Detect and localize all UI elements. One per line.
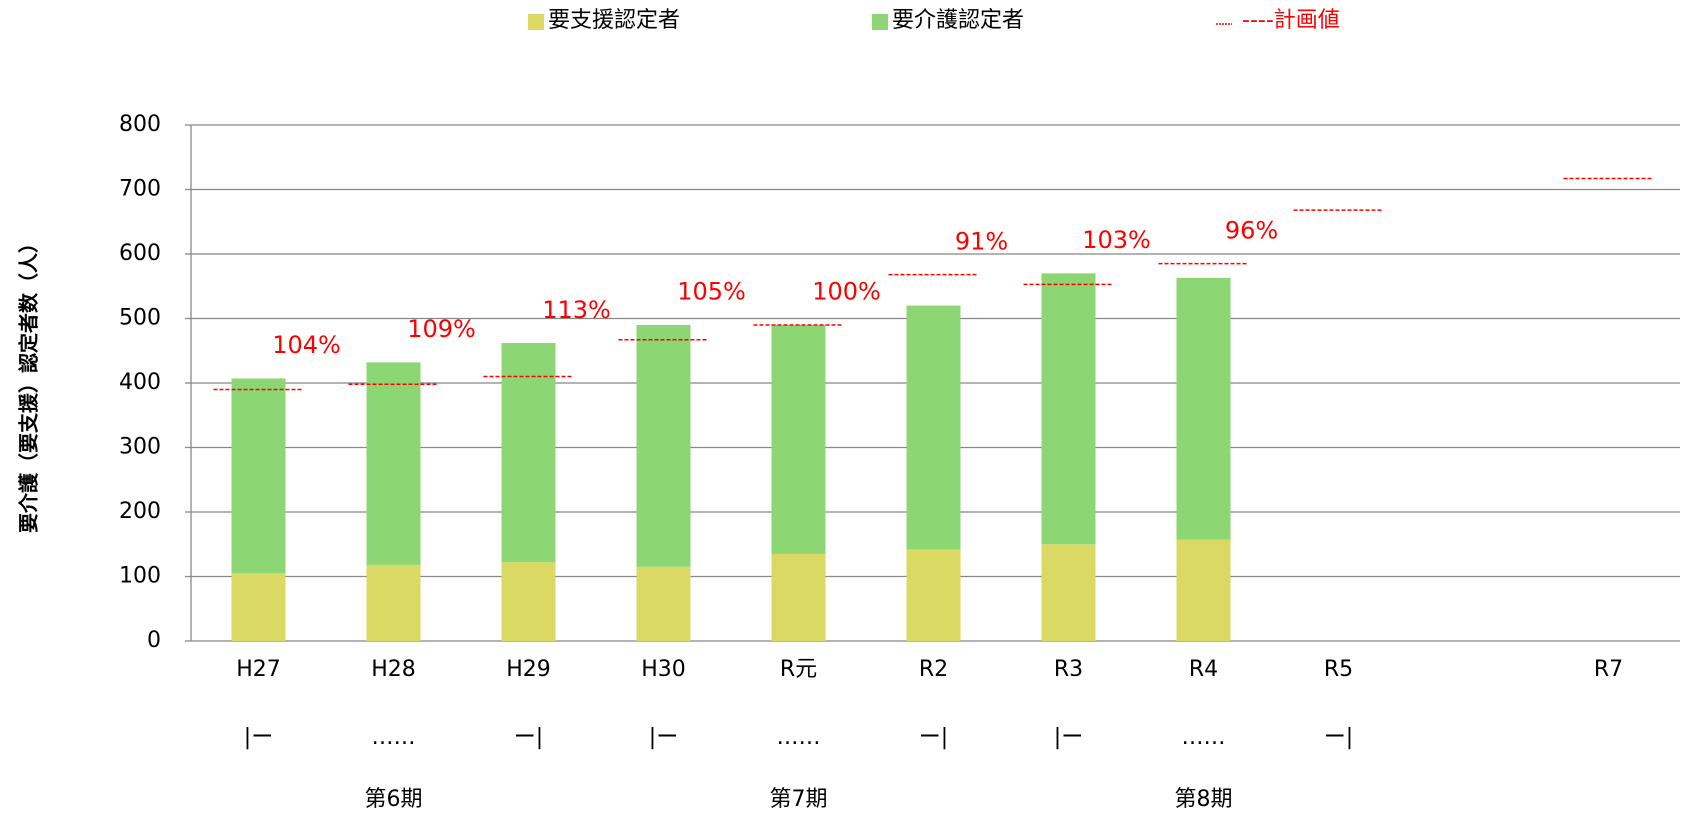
bar-segment: [636, 324, 691, 567]
bar-segment: [906, 549, 961, 641]
x-tick-label: R2: [919, 657, 948, 682]
ratio-label: 103%: [1082, 226, 1151, 254]
bar-segment: [501, 343, 556, 563]
ratio-label: 109%: [407, 315, 476, 343]
ratio-label: 105%: [677, 278, 746, 306]
bar-segment: [1041, 273, 1096, 545]
y-tick-label: 800: [119, 112, 161, 137]
period-marker: ー|: [514, 725, 543, 750]
y-tick-label: 0: [147, 628, 161, 653]
period-marker: |ー: [244, 725, 273, 750]
x-tick-label: R5: [1324, 657, 1353, 682]
period-marker: ……: [777, 725, 821, 750]
ratio-label: 91%: [955, 227, 1008, 255]
x-tick-label: R4: [1189, 657, 1218, 682]
legend-label: 要介護認定者: [892, 8, 1024, 33]
period-marker: ……: [1182, 725, 1226, 750]
x-tick-label: R3: [1054, 657, 1083, 682]
period-marker: |ー: [1054, 725, 1083, 750]
y-tick-label: 300: [119, 435, 161, 460]
legend-label: 要支援認定者: [548, 8, 680, 33]
x-tick-label: H27: [236, 657, 281, 682]
bar-segment: [231, 573, 286, 641]
ratio-label: 96%: [1225, 216, 1278, 244]
bar-segment: [231, 378, 286, 574]
bar-segment: [501, 562, 556, 641]
x-tick-label: H28: [371, 657, 416, 682]
legend-label: ----計画値: [1242, 8, 1340, 33]
bar-segment: [771, 553, 826, 641]
y-tick-label: 500: [119, 306, 161, 331]
bar-segment: [906, 305, 961, 550]
bar-segment: [366, 564, 421, 641]
x-tick-label: H29: [506, 657, 551, 682]
y-tick-label: 200: [119, 499, 161, 524]
legend-swatch: [528, 14, 544, 30]
bar-segment: [636, 566, 691, 641]
period-label: 第8期: [1175, 787, 1233, 812]
y-tick-label: 100: [119, 564, 161, 589]
x-tick-label: R7: [1594, 657, 1623, 682]
period-label: 第6期: [365, 787, 423, 812]
bar-segment: [771, 324, 826, 554]
bar-segment: [1041, 544, 1096, 641]
period-label: 第7期: [770, 787, 828, 812]
ratio-label: 100%: [812, 278, 881, 306]
ratio-label: 113%: [542, 296, 611, 324]
y-tick-label: 700: [119, 177, 161, 202]
x-tick-label: R元: [780, 657, 817, 682]
y-tick-label: 600: [119, 241, 161, 266]
bar-segment: [1176, 539, 1231, 641]
ratio-label: 104%: [272, 331, 341, 359]
period-marker: ……: [372, 725, 416, 750]
bar-segment: [366, 362, 421, 565]
y-tick-label: 400: [119, 370, 161, 395]
y-axis-label: 要介護（要支援）認定者数（人）: [17, 233, 41, 533]
x-tick-label: H30: [641, 657, 686, 682]
period-marker: ー|: [1324, 725, 1353, 750]
legend-swatch: [872, 14, 888, 30]
period-marker: |ー: [649, 725, 678, 750]
bar-segment: [1176, 277, 1231, 540]
period-marker: ー|: [919, 725, 948, 750]
